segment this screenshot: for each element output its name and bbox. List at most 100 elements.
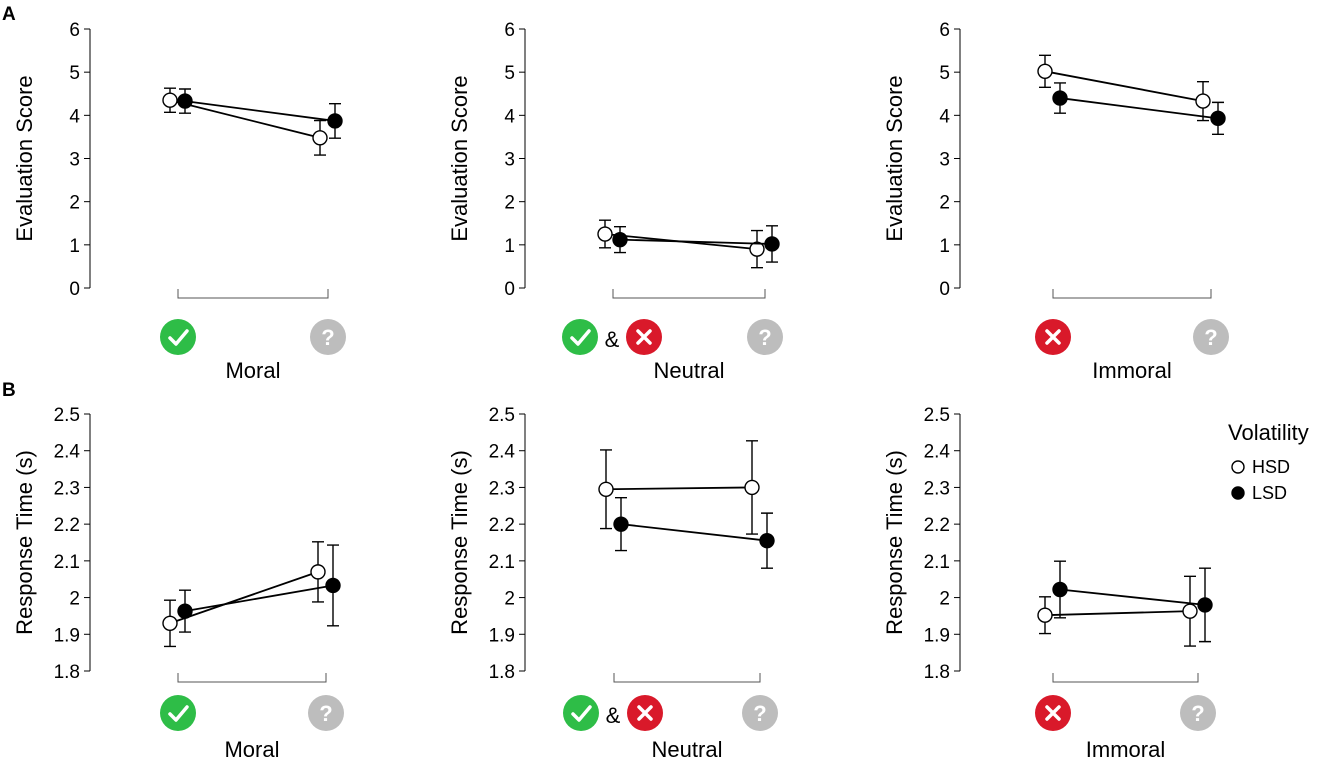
y-axis-label: Response Time (s) [12,450,37,635]
legend-marker-hsd [1231,460,1245,474]
y-tick-label: 5 [69,63,80,84]
legend-label-lsd: LSD [1252,483,1287,503]
y-tick-label: 3 [939,150,950,171]
y-tick-label: 3 [69,150,80,171]
panel-label-a: A [2,4,16,25]
data-point-hsd [598,481,614,497]
y-tick-label: 4 [504,106,515,127]
x-bracket [612,289,766,299]
question-mark: ? [321,325,334,350]
series-line-hsd [169,99,321,139]
group-label: Neutral [654,358,725,383]
question-mark: ? [1204,325,1217,350]
data-point-lsd [177,603,193,619]
y-tick-label: 2.4 [489,442,516,463]
data-point-hsd [1037,63,1053,80]
y-axis-label: Response Time (s) [447,450,472,635]
series-line-lsd [1059,588,1206,606]
cross-mark [1045,705,1061,721]
data-point-lsd [613,516,629,532]
y-tick-label: 1.8 [924,662,950,683]
y-tick-label: 2.3 [924,478,950,499]
series-line-hsd [605,486,753,491]
question-icon [1180,695,1216,731]
question-icon [742,695,778,731]
y-tick-label: 2 [504,193,515,214]
check-mark [168,705,189,722]
check-icon [563,695,599,731]
y-tick-label: 6 [939,20,950,41]
group-label: Moral [224,737,279,762]
y-tick-label: 1.8 [489,662,515,683]
ampersand-label: & [605,327,620,352]
series-line-lsd [1059,97,1219,120]
series-line-hsd [1044,610,1191,617]
y-tick-label: 2.5 [54,405,80,426]
data-point-lsd [1197,597,1213,613]
chart-a-moral: 0 1 2 3 4 5 6 Evaluation Score? Moral [12,20,346,383]
check-mark [570,329,591,346]
y-tick-label: 4 [939,106,950,127]
data-point-hsd [162,615,178,631]
y-tick-label: 2.3 [489,478,515,499]
y-tick-label: 1 [504,236,515,257]
y-tick-label: 1.9 [489,625,515,646]
series-line-lsd [619,238,773,245]
legend: Volatility HSD LSD [1228,420,1309,503]
series-line-hsd [1044,70,1204,102]
y-tick-label: 2 [69,589,80,610]
y-axis-label: Evaluation Score [447,75,472,241]
cross-mark [1045,329,1061,345]
y-tick-label: 4 [69,106,80,127]
data-point-hsd [312,130,328,146]
check-icon [562,319,598,355]
y-tick-label: 1.8 [54,662,80,683]
y-tick-label: 1.9 [54,625,80,646]
y-tick-label: 2.4 [924,442,951,463]
y-tick-label: 2.3 [54,478,80,499]
data-point-lsd [177,93,193,109]
data-point-lsd [325,577,341,594]
ampersand-label: & [606,703,621,728]
series-line-lsd [620,523,768,542]
group-label: Immoral [1092,358,1171,383]
y-axis-label: Response Time (s) [882,450,907,635]
cross-mark [636,329,652,345]
legend-title: Volatility [1228,420,1309,445]
group-label: Immoral [1086,737,1165,762]
legend-label-hsd: HSD [1252,457,1290,477]
y-tick-label: 6 [69,20,80,41]
question-mark: ? [1191,701,1204,726]
data-point-lsd [1052,90,1068,106]
y-tick-label: 2.1 [489,552,515,573]
data-point-lsd [612,231,628,248]
question-icon [308,695,344,731]
y-tick-label: 2.5 [924,405,950,426]
data-point-hsd [744,479,760,496]
data-point-lsd [764,236,780,252]
data-point-hsd [1037,607,1053,623]
y-tick-label: 2.2 [54,515,80,536]
chart-b-neutral: 1.8 1.9 2 2.1 2.2 2.3 2.4 2.5 Response Time (s) &… [447,405,778,762]
y-tick-label: 1 [69,236,80,257]
chart-a-immoral: 0 1 2 3 4 5 6 Evaluation Score? Immoral [882,20,1229,383]
y-tick-label: 2 [69,193,80,214]
y-tick-label: 0 [504,279,515,300]
chart-b-moral: 1.8 1.9 2 2.1 2.2 2.3 2.4 2.5 Response Time (s)?… [12,405,344,762]
question-mark: ? [319,701,332,726]
y-tick-label: 0 [69,279,80,300]
y-axis-label: Evaluation Score [882,75,907,241]
y-tick-label: 1 [939,236,950,257]
y-tick-label: 2.1 [924,552,950,573]
series-line-lsd [184,584,334,613]
y-tick-label: 2.1 [54,552,80,573]
cross-mark [637,705,653,721]
check-mark [168,329,189,346]
y-tick-label: 0 [939,279,950,300]
data-point-lsd [1052,581,1068,598]
data-point-hsd [310,564,326,580]
x-bracket [1052,289,1212,299]
chart-b-immoral: 1.8 1.9 2 2.1 2.2 2.3 2.4 2.5 Response Time (s)?… [882,405,1309,762]
chart-a-neutral: 0 1 2 3 4 5 6 Evaluation Score & ? Neutral [447,20,783,383]
